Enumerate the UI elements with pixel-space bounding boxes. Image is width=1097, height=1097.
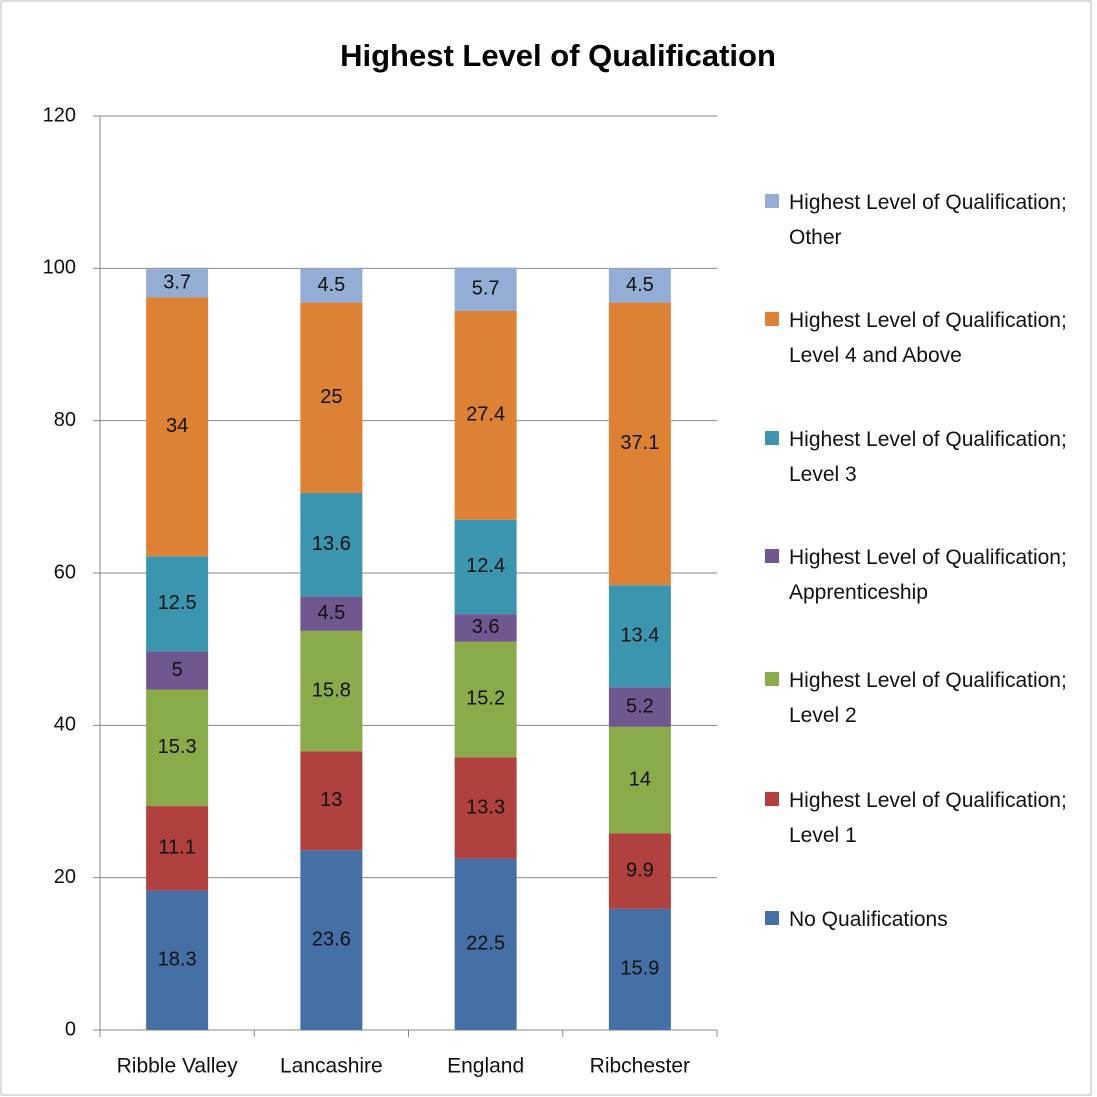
bar-segment bbox=[146, 651, 209, 690]
data-label: 13 bbox=[320, 789, 342, 811]
legend-item: Highest Level of Qualification; Other bbox=[765, 185, 1085, 255]
bar-segment bbox=[454, 641, 517, 758]
bar-segment bbox=[300, 302, 363, 494]
x-tick-label: Lancashire bbox=[280, 1055, 383, 1078]
data-label: 13.6 bbox=[312, 533, 351, 555]
bar-segment bbox=[146, 556, 209, 652]
data-label: 13.4 bbox=[620, 624, 659, 646]
legend-label: Highest Level of Qualification; Level 1 bbox=[789, 789, 1067, 847]
bar-segment bbox=[454, 614, 517, 642]
legend-swatch bbox=[765, 431, 779, 445]
bar-segment bbox=[608, 833, 671, 909]
data-label: 27.4 bbox=[466, 404, 505, 426]
x-tick-label: Ribble Valley bbox=[117, 1055, 239, 1078]
y-tick-label: 120 bbox=[43, 104, 76, 126]
bar-segment bbox=[300, 268, 363, 303]
legend-swatch bbox=[765, 549, 779, 563]
legend-item: No Qualifications bbox=[765, 902, 1085, 937]
legend-label: Highest Level of Qualification; Apprenti… bbox=[789, 546, 1067, 604]
data-label: 12.4 bbox=[466, 555, 505, 577]
data-label: 5.7 bbox=[472, 278, 500, 300]
bar-segment bbox=[608, 908, 671, 1030]
legend-label: Highest Level of Qualification; Level 3 bbox=[789, 428, 1067, 486]
bar-segment bbox=[454, 267, 517, 311]
legend-swatch bbox=[765, 312, 779, 326]
y-tick-label: 100 bbox=[43, 257, 76, 279]
y-tick-label: 40 bbox=[54, 714, 76, 736]
data-label: 11.1 bbox=[158, 837, 195, 859]
bar-segment bbox=[454, 757, 517, 859]
data-label: 4.5 bbox=[317, 274, 345, 296]
bar-segment bbox=[146, 297, 209, 557]
y-tick-label: 80 bbox=[54, 409, 76, 431]
data-label: 34 bbox=[166, 415, 188, 437]
data-label: 9.9 bbox=[626, 859, 654, 881]
data-label: 15.9 bbox=[620, 958, 659, 980]
data-label: 13.3 bbox=[466, 796, 505, 818]
bar-segment bbox=[454, 858, 517, 1030]
legend-swatch bbox=[765, 792, 779, 806]
y-tick-label: 60 bbox=[54, 561, 76, 583]
data-label: 15.8 bbox=[312, 679, 351, 701]
bar-segment bbox=[608, 726, 671, 834]
data-label: 4.5 bbox=[626, 274, 654, 296]
legend-item: Highest Level of Qualification; Level 1 bbox=[765, 783, 1085, 853]
data-label: 3.7 bbox=[163, 271, 191, 293]
bar-segment bbox=[300, 751, 363, 851]
legend-item: Highest Level of Qualification; Level 3 bbox=[765, 422, 1085, 492]
legend-label: Highest Level of Qualification; Level 2 bbox=[789, 669, 1067, 727]
y-tick-label: 0 bbox=[65, 1018, 76, 1040]
bar-segment bbox=[608, 268, 671, 303]
data-label: 37.1 bbox=[620, 432, 659, 454]
bar-segment bbox=[608, 585, 671, 688]
y-tick-label: 20 bbox=[54, 866, 76, 888]
data-label: 3.6 bbox=[472, 616, 500, 638]
data-label: 18.3 bbox=[158, 949, 197, 971]
data-label: 22.5 bbox=[466, 933, 505, 955]
data-label: 15.2 bbox=[466, 688, 505, 710]
bar-segment bbox=[146, 806, 209, 891]
bar-segment bbox=[146, 890, 209, 1030]
legend-label: Highest Level of Qualification; Level 4 … bbox=[789, 309, 1067, 367]
chart-title: Highest Level of Qualification bbox=[340, 38, 776, 73]
x-tick-label: Ribchester bbox=[590, 1055, 690, 1078]
legend-label: Highest Level of Qualification; Other bbox=[789, 191, 1067, 249]
data-label: 25 bbox=[320, 386, 342, 408]
data-label: 5 bbox=[172, 659, 183, 681]
data-label: 23.6 bbox=[312, 928, 351, 950]
bar-segment bbox=[608, 302, 671, 586]
bar-segment bbox=[300, 850, 363, 1030]
bar-segment bbox=[300, 630, 363, 752]
data-label: 12.5 bbox=[158, 592, 197, 614]
data-label: 4.5 bbox=[317, 602, 345, 624]
bar-segment bbox=[300, 493, 363, 597]
x-tick-label: England bbox=[447, 1055, 524, 1078]
legend-item: Highest Level of Qualification; Level 4 … bbox=[765, 303, 1085, 373]
legend-item: Highest Level of Qualification; Apprenti… bbox=[765, 540, 1085, 610]
data-label: 14 bbox=[629, 768, 651, 790]
legend-swatch bbox=[765, 672, 779, 686]
bar-segment bbox=[454, 310, 517, 520]
data-label: 5.2 bbox=[626, 695, 654, 717]
bar-segment bbox=[146, 269, 209, 298]
bar-segment bbox=[608, 687, 671, 727]
legend-swatch bbox=[765, 911, 779, 925]
legend-swatch bbox=[765, 194, 779, 208]
bar-segment bbox=[454, 519, 517, 615]
data-label: 15.3 bbox=[158, 736, 197, 758]
bar-segment bbox=[146, 689, 209, 807]
legend-item: Highest Level of Qualification; Level 2 bbox=[765, 663, 1085, 733]
bar-segment bbox=[300, 596, 363, 631]
legend-label: No Qualifications bbox=[789, 908, 948, 931]
